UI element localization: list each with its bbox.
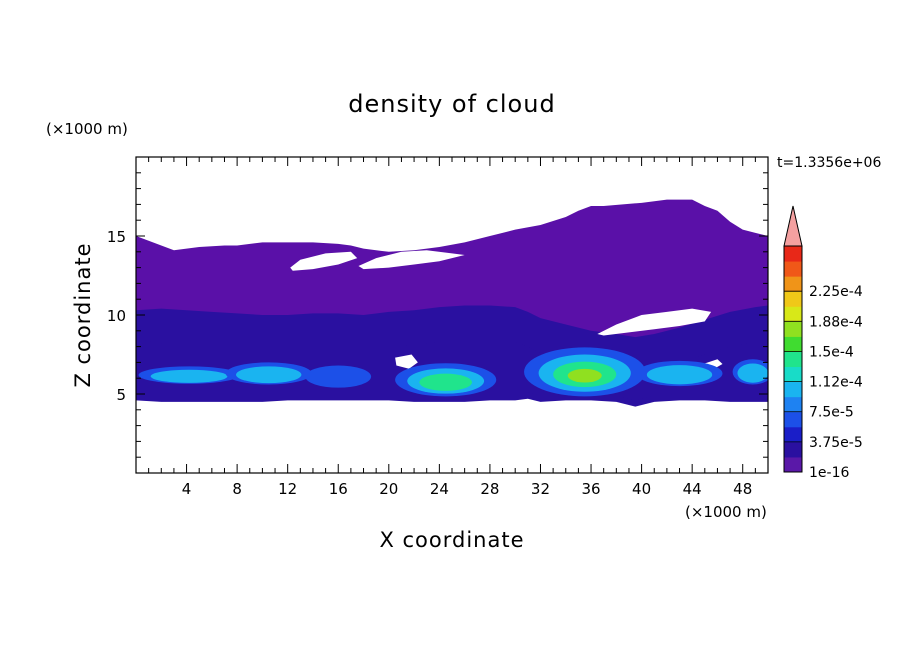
x-tick-label: 4 [182,480,192,498]
colorbar-extend-arrow [783,205,803,247]
colorbar-label: 3.75e-5 [809,435,863,451]
cloud-core-3-level-1 [305,365,372,388]
x-axis-label: X coordinate [379,528,524,552]
colorbar-label: 1.5e-4 [809,344,854,360]
cloud-core-6-level-2 [646,365,713,385]
colorbar-label: 2.25e-4 [809,284,863,300]
x-tick-label: 44 [683,480,702,498]
x-tick-label: 36 [581,480,600,498]
x-tick-label: 24 [430,480,449,498]
colorbar-swatch [784,276,802,292]
cloud-core-2-level-2 [236,366,302,384]
cloud-core-4-level-3 [419,373,472,391]
chart-title: density of cloud [348,90,555,118]
cloud-gap-1 [290,251,358,271]
colorbar-label: 1e-16 [809,465,849,481]
cloud-core-5-level-4 [567,368,602,383]
colorbar-swatch [784,351,802,368]
time-label: t=1.3356e+06 [777,155,881,171]
x-tick-label: 32 [531,480,550,498]
x-tick-label: 16 [329,480,348,498]
colorbar-swatch [784,246,802,262]
cloud-gap-2 [358,250,465,270]
cloud-core-1-level-2 [150,369,228,383]
x-tick-label: 8 [232,480,242,498]
colorbar-swatch [784,441,802,458]
cloud-upper-layer [136,199,768,342]
colorbar: 1e-16 3.75e-5 7.5e-5 1.12e-4 1.5e-4 1.88e-4 2.… [783,205,863,481]
colorbar-swatch [784,381,802,398]
y-tick-label: 5 [116,386,126,404]
cloud-core-7-level-2 [737,363,768,383]
y-tick-label: 10 [107,307,126,325]
colorbar-swatch [784,396,802,413]
colorbar-swatch [784,456,802,473]
cloud-gap-4 [395,354,418,369]
x-tick-label: 20 [379,480,398,498]
colorbar-swatch [784,261,802,277]
colorbar-swatch [784,411,802,428]
cloud-field [136,199,768,407]
y-axis-unit: (×1000 m) [46,120,128,138]
colorbar-swatch [784,306,802,322]
x-tick-label: 48 [733,480,752,498]
cloud-gap-3 [597,308,712,336]
colorbar-swatch [784,321,802,337]
colorbar-label: 1.88e-4 [809,314,863,330]
colorbar-swatch [784,426,802,443]
x-tick-label: 12 [278,480,297,498]
colorbar-swatch [784,336,802,352]
colorbar-swatch [784,291,802,307]
y-axis-label: Z coordinate [71,242,95,387]
colorbar-label: 7.5e-5 [809,405,854,421]
x-tick-label: 40 [632,480,651,498]
colorbar-swatch [784,366,802,383]
x-tick-label: 28 [480,480,499,498]
y-tick-label: 15 [107,228,126,246]
x-axis-unit: (×1000 m) [685,503,767,521]
colorbar-label: 1.12e-4 [809,375,863,391]
